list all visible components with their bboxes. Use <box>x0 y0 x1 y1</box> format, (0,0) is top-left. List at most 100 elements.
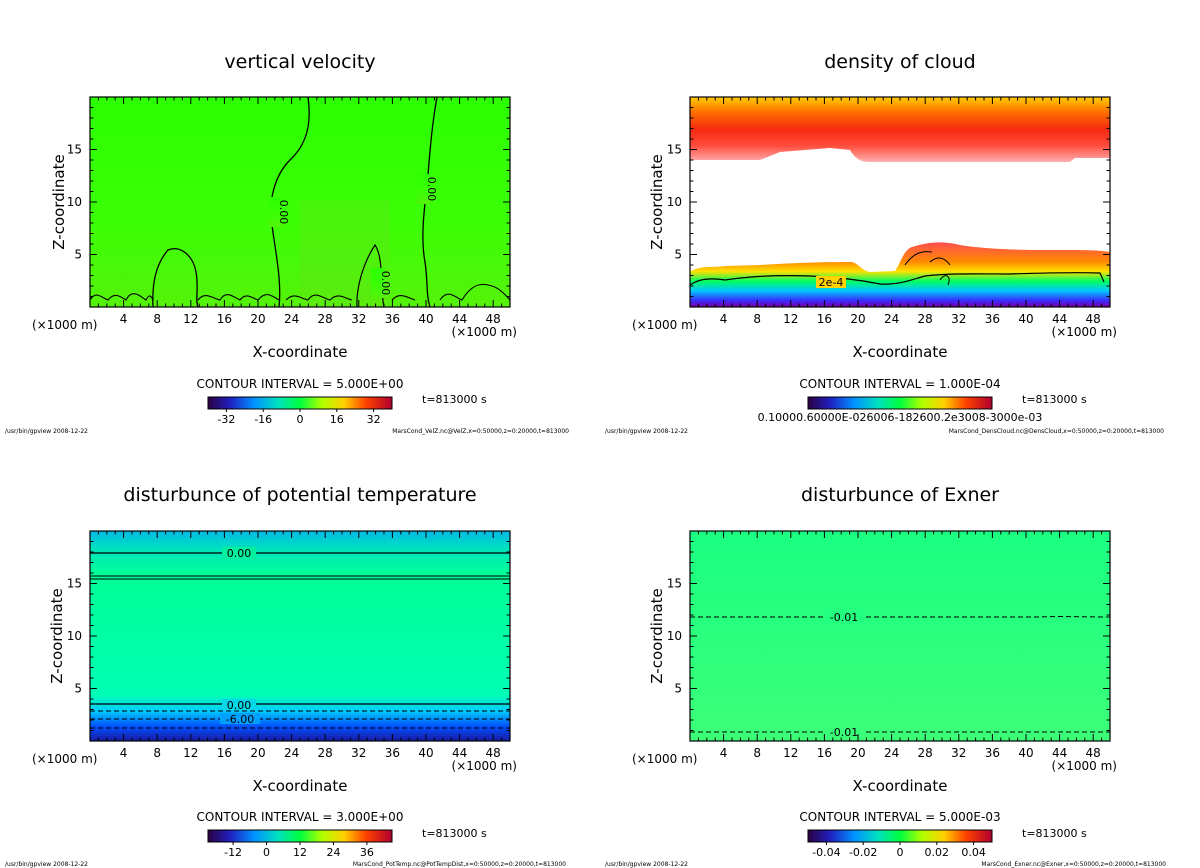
x-tick-label: 36 <box>985 312 1000 326</box>
colorbar-ticks: -12 0 12 24 36 <box>224 842 374 859</box>
chart-title: disturbunce of Exner <box>801 484 999 506</box>
contour-label: 2e-4 <box>819 276 844 289</box>
contour-label-bg <box>816 276 846 288</box>
x-tick-label: 20 <box>250 312 265 326</box>
contour-line <box>422 96 438 308</box>
x-tick-label: 16 <box>217 746 232 760</box>
time-label: t=813000 s <box>1022 827 1087 840</box>
x-tick-label: 24 <box>284 312 299 326</box>
colorbar-tick-label: 0.04 <box>961 846 986 859</box>
chart-title: vertical velocity <box>224 51 375 73</box>
contour-line <box>689 271 1105 286</box>
y-tick-label: 5 <box>674 682 682 696</box>
x-tick-label: 8 <box>753 746 761 760</box>
contour-label-bg <box>825 726 863 738</box>
footer-left: /usr/bin/gpview 2008-12-22 <box>605 428 688 435</box>
footer-right: MarsCond_Exner.nc@Exner,x=0:50000,z=0:20… <box>981 861 1166 868</box>
x-tick-label: 36 <box>385 746 400 760</box>
contour-label-bg <box>222 547 256 559</box>
y-tick-label: 15 <box>67 143 82 157</box>
contour-label: 0.00 <box>425 177 438 202</box>
plot-background <box>90 97 510 307</box>
time-label: t=813000 s <box>422 827 487 840</box>
colorbar-ticks: -0.04 -0.02 0 0.02 0.04 <box>812 842 986 859</box>
x-tick-label: 48 <box>1086 312 1101 326</box>
x-tick-label: 40 <box>418 312 433 326</box>
x-tick-label: 44 <box>452 746 467 760</box>
x-tick-label: 32 <box>351 312 366 326</box>
contour-line <box>904 251 951 286</box>
x-tick-label: 32 <box>951 746 966 760</box>
colorbar-tick-label: 24 <box>326 846 340 859</box>
y-tick-label: 15 <box>67 577 82 591</box>
y-axis-label: Z-coordinate <box>648 154 666 249</box>
colorbar-tick-label: 12 <box>293 846 307 859</box>
x-tick-label: 24 <box>884 312 899 326</box>
contour-line <box>152 248 199 308</box>
x-tick-label: 20 <box>250 746 265 760</box>
x-unit-label-left: (×1000 m) <box>632 318 697 332</box>
contour-label-bg <box>222 699 256 710</box>
footer-left: /usr/bin/gpview 2008-12-22 <box>5 428 88 435</box>
time-label: t=813000 s <box>1022 393 1087 406</box>
y-tick-label: 15 <box>667 577 682 591</box>
contour-interval: CONTOUR INTERVAL = 3.000E+00 <box>197 810 404 824</box>
y-tick-label: 10 <box>667 195 682 209</box>
x-tick-label: 44 <box>452 312 467 326</box>
panel-density-of-cloud: density of cloud 2e-4 4 8 12 16 20 24 28 32 36 40… <box>605 51 1164 435</box>
colorbar-tick-label: 16 <box>330 413 344 426</box>
chart-title: density of cloud <box>824 51 976 73</box>
footer-right: MarsCond_PotTemp.nc@PotTempDist,x=0:5000… <box>353 861 566 868</box>
x-unit-label-right: (×1000 m) <box>452 325 517 339</box>
time-label: t=813000 s <box>422 393 487 406</box>
chart-title: disturbunce of potential temperature <box>123 484 476 506</box>
colorbar <box>807 396 993 410</box>
x-unit-label-right: (×1000 m) <box>1052 325 1117 339</box>
contour-label: 0.00 <box>227 699 252 712</box>
panel-vertical-velocity: vertical velocity 0.00 0.00 0.00 4 8 12 16 2… <box>5 51 569 435</box>
colorbar-tick-label: 36 <box>360 846 374 859</box>
y-axis-label: Z-coordinate <box>48 588 66 683</box>
panel-potential-temperature: disturbunce of potential temperature 0.0… <box>5 484 566 868</box>
x-axis-label: X-coordinate <box>853 343 948 361</box>
contour-label-bg <box>220 713 260 724</box>
y-tick-label: 5 <box>674 248 682 262</box>
lower-cloud-layer <box>690 242 1110 307</box>
x-tick-label: 28 <box>918 746 933 760</box>
x-tick-label: 8 <box>753 312 761 326</box>
x-tick-label: 44 <box>1052 312 1067 326</box>
contour-label: -6.00 <box>226 713 254 726</box>
y-tick-label: 10 <box>667 629 682 643</box>
colorbar <box>807 829 993 843</box>
x-tick-label: 32 <box>951 312 966 326</box>
colorbar <box>207 396 393 410</box>
x-tick-label: 4 <box>120 312 128 326</box>
y-axis-label: Z-coordinate <box>648 588 666 683</box>
x-unit-label-left: (×1000 m) <box>32 318 97 332</box>
x-tick-label: 12 <box>783 312 798 326</box>
colorbar-tick-label: 0 <box>297 413 304 426</box>
colorbar-tick-label: 0 <box>897 846 904 859</box>
x-tick-label: 24 <box>284 746 299 760</box>
contour-label: -0.01 <box>830 726 858 739</box>
x-axis-label: X-coordinate <box>853 777 948 795</box>
colorbar-tick-label: -16 <box>254 413 272 426</box>
contour-line <box>89 283 511 301</box>
x-tick-label: 24 <box>884 746 899 760</box>
footer-right: MarsCond_VelZ.nc@VelZ,x=0:50000,z=0:2000… <box>392 428 569 435</box>
plot-background <box>90 531 510 741</box>
x-tick-label: 16 <box>817 746 832 760</box>
contour-interval: CONTOUR INTERVAL = 5.000E+00 <box>197 377 404 391</box>
x-tick-label: 20 <box>850 312 865 326</box>
contour-interval: CONTOUR INTERVAL = 1.000E-04 <box>799 377 1000 391</box>
contour-label: -0.01 <box>830 611 858 624</box>
x-tick-label: 48 <box>486 312 501 326</box>
x-tick-label: 40 <box>1018 746 1033 760</box>
x-tick-label: 16 <box>817 312 832 326</box>
y-tick-label: 15 <box>667 143 682 157</box>
x-tick-label: 12 <box>183 312 198 326</box>
